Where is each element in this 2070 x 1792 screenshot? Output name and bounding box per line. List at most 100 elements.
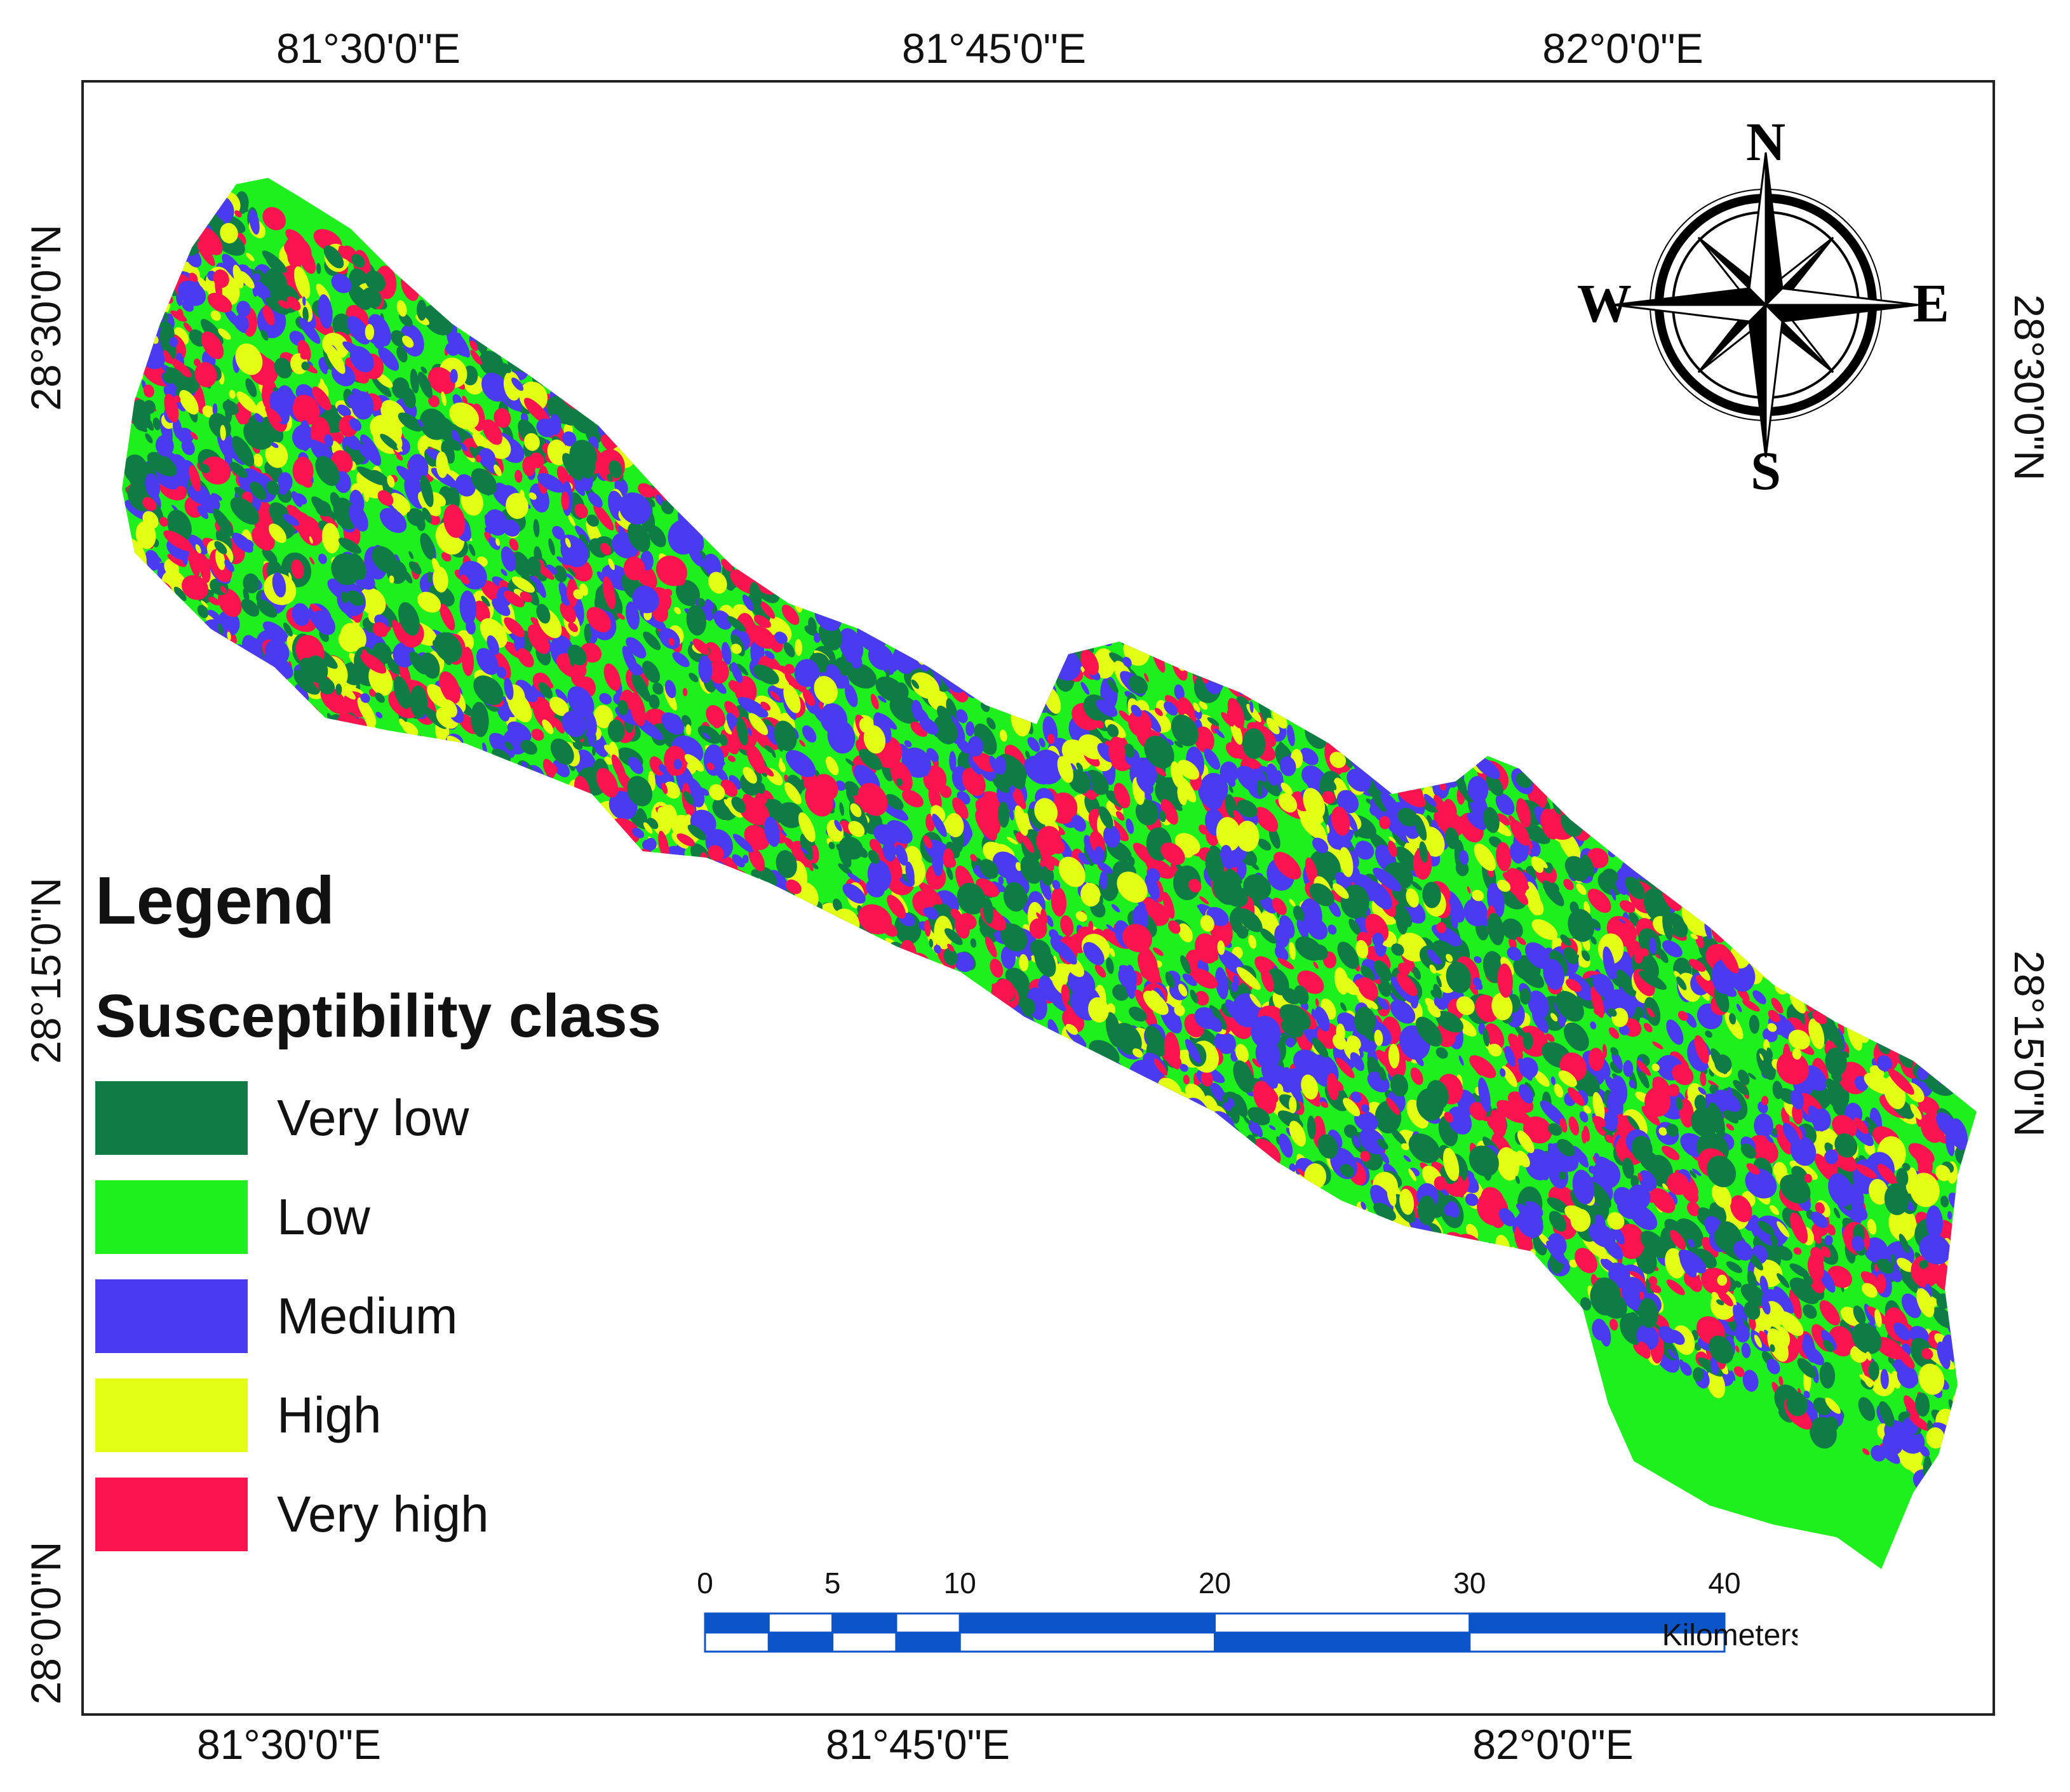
raster-cell <box>420 367 427 374</box>
raster-cell <box>367 764 375 779</box>
raster-cell <box>1052 635 1063 660</box>
raster-cell <box>152 236 159 247</box>
raster-cell <box>294 493 307 505</box>
raster-cell <box>418 735 426 753</box>
raster-cell <box>1866 952 1876 962</box>
raster-cell <box>791 555 812 584</box>
raster-cell <box>722 487 734 500</box>
raster-cell <box>1134 1092 1142 1101</box>
raster-cell <box>455 753 462 763</box>
raster-cell <box>1496 1267 1510 1284</box>
raster-cell <box>1953 1265 1961 1277</box>
raster-cell <box>884 499 890 506</box>
raster-cell <box>1657 875 1665 891</box>
raster-cell <box>1656 832 1683 859</box>
raster-cell <box>798 536 807 546</box>
raster-cell <box>893 981 909 997</box>
raster-cell <box>1502 1265 1528 1289</box>
raster-cell <box>709 929 719 940</box>
raster-cell <box>976 990 984 1004</box>
raster-cell <box>932 565 942 573</box>
raster-cell <box>1159 630 1180 652</box>
raster-cell <box>755 547 762 563</box>
raster-cell <box>1360 724 1375 749</box>
raster-cell <box>1023 560 1045 578</box>
raster-cell <box>685 401 718 423</box>
raster-cell <box>949 602 969 623</box>
raster-cell <box>1208 642 1232 669</box>
raster-cell <box>627 438 636 447</box>
raster-cell <box>1013 555 1033 582</box>
raster-cell <box>1686 873 1705 888</box>
raster-cell <box>489 732 516 758</box>
raster-cell <box>593 811 609 831</box>
raster-cell <box>1888 1206 1917 1242</box>
raster-cell <box>742 933 756 957</box>
raster-cell <box>958 596 964 608</box>
raster-cell <box>192 178 199 192</box>
raster-cell <box>1778 956 1792 985</box>
raster-cell <box>178 671 205 694</box>
raster-cell <box>143 240 163 262</box>
raster-cell <box>816 937 826 957</box>
raster-cell <box>756 495 778 513</box>
raster-cell <box>1915 1023 1939 1053</box>
raster-cell <box>871 536 886 563</box>
raster-cell <box>176 199 198 226</box>
raster-cell <box>706 428 718 440</box>
raster-cell <box>1348 1206 1357 1219</box>
raster-cell <box>776 504 794 534</box>
raster-cell <box>156 197 170 213</box>
raster-cell <box>229 645 239 657</box>
raster-cell <box>822 499 831 512</box>
raster-cell <box>1792 925 1819 952</box>
raster-cell <box>128 209 147 237</box>
raster-cell <box>375 738 394 758</box>
raster-cell <box>1079 583 1098 607</box>
raster-cell <box>1924 1016 1943 1048</box>
raster-cell <box>881 544 905 573</box>
raster-cell <box>570 840 579 849</box>
raster-cell <box>846 663 877 689</box>
raster-cell <box>127 288 144 314</box>
raster-cell <box>1509 936 1517 950</box>
raster-cell <box>991 572 1007 584</box>
raster-cell <box>180 178 202 197</box>
raster-cell <box>723 469 744 493</box>
raster-cell <box>790 910 809 934</box>
raster-cell <box>1413 767 1420 775</box>
raster-cell <box>512 767 526 790</box>
raster-cell <box>1322 725 1338 739</box>
raster-cell <box>137 157 149 174</box>
raster-cell <box>1051 634 1061 643</box>
raster-cell <box>943 572 954 582</box>
raster-cell <box>1937 1039 1954 1054</box>
raster-cell <box>1932 1307 1954 1328</box>
raster-cell <box>1806 930 1831 950</box>
raster-cell <box>422 760 431 778</box>
raster-cell <box>687 497 701 514</box>
raster-cell <box>1026 1029 1047 1053</box>
raster-cell <box>1080 682 1090 695</box>
raster-cell <box>1410 880 1422 891</box>
raster-cell <box>720 442 744 468</box>
raster-cell <box>852 543 877 572</box>
raster-cell <box>699 410 730 445</box>
raster-cell <box>690 437 706 458</box>
raster-cell <box>885 990 917 1019</box>
raster-cell <box>1065 584 1095 616</box>
raster-cell <box>875 556 899 586</box>
raster-cell <box>127 292 149 327</box>
raster-cell <box>899 515 916 542</box>
raster-cell <box>928 786 942 811</box>
raster-cell <box>902 504 908 515</box>
raster-cell <box>1909 999 1921 1013</box>
raster-cell <box>1951 1456 1975 1478</box>
raster-cell <box>571 358 597 377</box>
raster-cell <box>593 812 603 825</box>
raster-cell <box>278 472 293 492</box>
raster-cell <box>686 443 701 461</box>
raster-cell <box>1079 594 1089 602</box>
raster-cell <box>1317 708 1332 733</box>
raster-cell <box>879 591 885 606</box>
